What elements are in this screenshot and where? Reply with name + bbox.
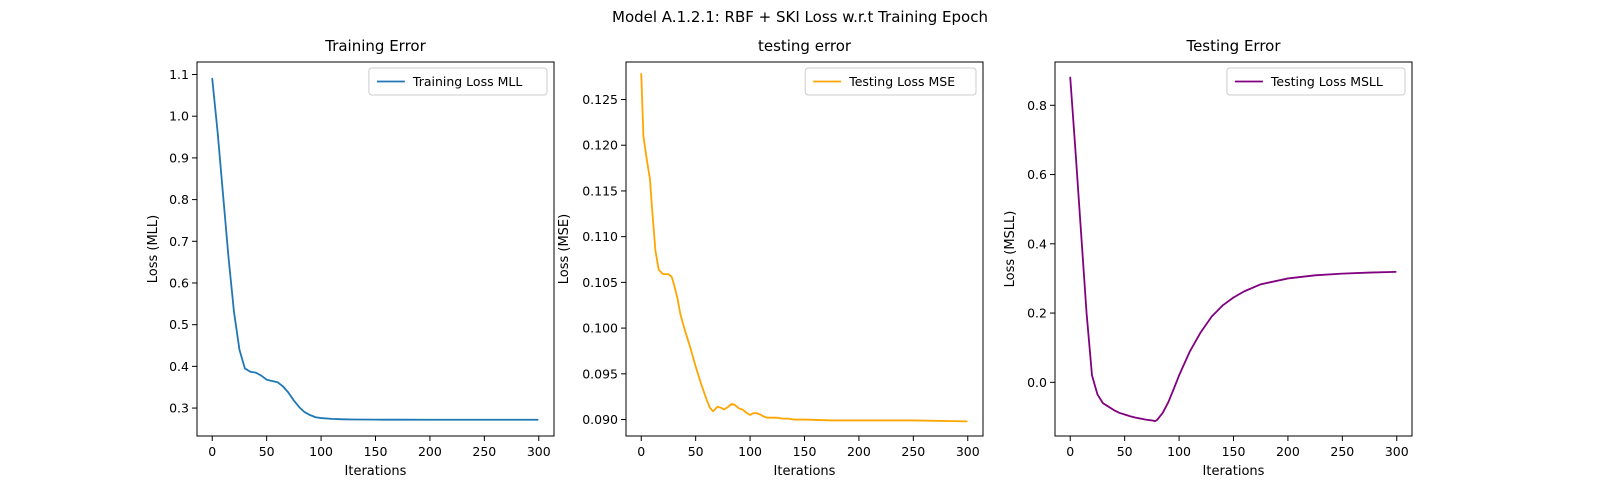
y-tick-label: 0.095 [582, 366, 618, 381]
x-tick-label: 0 [637, 444, 645, 459]
x-tick-label: 100 [309, 444, 333, 459]
y-tick-label: 0.6 [1027, 167, 1047, 182]
x-tick-label: 100 [1167, 444, 1191, 459]
x-tick-label: 200 [1276, 444, 1300, 459]
legend-box [1226, 67, 1406, 96]
x-tick-label: 200 [847, 444, 871, 459]
x-tick-label: 150 [364, 444, 388, 459]
y-tick-label: 0.4 [169, 359, 189, 374]
legend-box [804, 67, 977, 96]
subplot-title: testing error [758, 37, 852, 55]
y-tick-label: 0.100 [582, 321, 618, 336]
x-tick-label: 100 [738, 444, 762, 459]
y-tick-label: 0.110 [582, 229, 618, 244]
series-line-1 [211, 77, 539, 421]
legend: Training Loss MLL [368, 67, 548, 96]
y-tick-label: 0.8 [1027, 98, 1047, 113]
x-axis-label: Iterations [774, 464, 836, 479]
x-tick-label: 300 [956, 444, 980, 459]
y-tick-label: 0.5 [169, 317, 189, 332]
y-tick-label: 0.6 [169, 275, 189, 290]
legend-entry: Testing Loss MSE [848, 74, 955, 89]
x-tick-label: 50 [259, 444, 275, 459]
y-tick-label: 0.7 [169, 234, 189, 249]
y-axis-label: Loss (MSLL) [1003, 211, 1018, 288]
x-axis-label: Iterations [1203, 464, 1265, 479]
x-tick-label: 300 [1385, 444, 1409, 459]
subplots: Training Error 0 50 100 150 200 250 300 0.3 0.4 0.… [146, 37, 1413, 479]
y-tick-label: 1.1 [169, 67, 189, 82]
series-line-1 [640, 72, 968, 423]
y-tick-label: 0.9 [169, 150, 189, 165]
x-tick-label: 50 [688, 444, 704, 459]
x-axis-label: Iterations [345, 464, 407, 479]
subplot-3: Testing Error 0 50 100 150 200 250 300 0.0 0.2 0.4… [1003, 37, 1413, 479]
y-tick-label: 0.0 [1027, 375, 1047, 390]
subplot-title: Testing Error [1185, 37, 1281, 55]
x-tick-label: 200 [418, 444, 442, 459]
subplot-1: Training Error 0 50 100 150 200 250 300 0.3 0.4 0.… [146, 37, 555, 479]
legend: Testing Loss MSE [804, 67, 977, 96]
x-tick-label: 250 [472, 444, 496, 459]
x-tick-label: 0 [208, 444, 216, 459]
y-tick-label: 0.8 [169, 192, 189, 207]
legend-entry: Testing Loss MSLL [1270, 74, 1383, 89]
subplot-2: testing error 0 50 100 150 200 250 300 0.090 0.09… [557, 37, 984, 479]
subplot-title: Training Error [324, 37, 426, 55]
x-tick-label: 50 [1117, 444, 1133, 459]
legend: Testing Loss MSLL [1226, 67, 1406, 96]
y-tick-label: 0.2 [1027, 306, 1047, 321]
legend-entry: Training Loss MLL [412, 74, 522, 89]
legend-box [368, 67, 548, 96]
y-tick-label: 0.090 [582, 412, 618, 427]
y-tick-label: 0.105 [582, 275, 618, 290]
y-tick-label: 0.125 [582, 92, 618, 107]
y-tick-label: 0.3 [169, 401, 189, 416]
x-tick-label: 150 [793, 444, 817, 459]
y-tick-label: 0.120 [582, 138, 618, 153]
x-tick-label: 300 [527, 444, 551, 459]
y-tick-label: 1.0 [169, 109, 189, 124]
x-tick-label: 250 [901, 444, 925, 459]
x-tick-label: 250 [1330, 444, 1354, 459]
y-tick-label: 0.4 [1027, 236, 1047, 251]
y-axis-label: Loss (MLL) [146, 215, 161, 284]
x-tick-label: 150 [1222, 444, 1246, 459]
figure-suptitle: Model A.1.2.1: RBF + SKI Loss w.r.t Trai… [612, 8, 988, 26]
y-tick-label: 0.115 [582, 183, 618, 198]
series-line-1 [1069, 76, 1397, 423]
y-axis-label: Loss (MSE) [557, 214, 572, 284]
x-tick-label: 0 [1066, 444, 1074, 459]
